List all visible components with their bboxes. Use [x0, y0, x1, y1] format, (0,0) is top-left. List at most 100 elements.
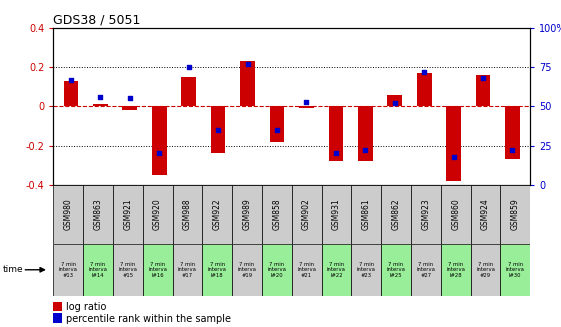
Point	[449, 154, 458, 159]
Bar	[152, 106, 167, 175]
Text: GSM858: GSM858	[272, 198, 281, 230]
Text: GSM924: GSM924	[481, 198, 490, 230]
Text: 7 min
interva
#15: 7 min interva #15	[118, 262, 137, 278]
Text: GSM860: GSM860	[451, 198, 460, 230]
Bar	[292, 244, 321, 296]
Bar	[240, 61, 255, 106]
Point	[508, 147, 517, 153]
Text: GSM989: GSM989	[242, 198, 251, 230]
Point	[479, 76, 488, 81]
Bar	[173, 185, 203, 244]
Bar	[181, 77, 196, 106]
Bar	[83, 185, 113, 244]
Text: GSM863: GSM863	[94, 198, 103, 230]
Point	[273, 127, 282, 132]
Bar	[505, 106, 520, 159]
Text: 7 min
interva
#29: 7 min interva #29	[476, 262, 495, 278]
Bar	[262, 185, 292, 244]
Point	[214, 127, 223, 132]
Bar	[63, 81, 79, 106]
Text: 7 min
interva
#19: 7 min interva #19	[237, 262, 256, 278]
Bar	[113, 185, 142, 244]
Bar	[381, 244, 411, 296]
Text: GSM902: GSM902	[302, 198, 311, 230]
Text: 7 min
interva
#13: 7 min interva #13	[59, 262, 77, 278]
Bar	[411, 185, 441, 244]
Text: GSM931: GSM931	[332, 198, 341, 230]
Bar	[53, 244, 83, 296]
Text: GSM862: GSM862	[392, 198, 401, 230]
Text: 7 min
interva
#21: 7 min interva #21	[297, 262, 316, 278]
Text: time: time	[3, 265, 24, 274]
Bar	[446, 106, 461, 181]
Text: 7 min
interva
#17: 7 min interva #17	[178, 262, 197, 278]
Text: GSM921: GSM921	[123, 198, 132, 230]
Bar	[232, 185, 262, 244]
Bar	[232, 244, 262, 296]
Point	[96, 94, 105, 99]
Bar	[381, 185, 411, 244]
Point	[390, 100, 399, 106]
Bar	[476, 75, 490, 106]
Bar	[270, 106, 284, 142]
Bar	[93, 104, 108, 106]
Bar	[329, 106, 343, 161]
Bar	[351, 244, 381, 296]
Bar	[211, 106, 226, 153]
Text: 7 min
interva
l#28: 7 min interva l#28	[446, 262, 465, 278]
Point	[66, 77, 75, 82]
Bar	[142, 185, 173, 244]
Bar	[142, 244, 173, 296]
Bar	[53, 185, 83, 244]
Bar	[113, 244, 142, 296]
Point	[184, 64, 193, 70]
Text: GSM922: GSM922	[213, 198, 222, 230]
Text: 7 min
interva
#27: 7 min interva #27	[416, 262, 435, 278]
Bar	[388, 95, 402, 106]
Text: 7 min
interva
l#30: 7 min interva l#30	[506, 262, 525, 278]
Text: percentile rank within the sample: percentile rank within the sample	[66, 314, 231, 324]
Text: 7 min
interva
l#20: 7 min interva l#20	[268, 262, 286, 278]
Bar	[203, 244, 232, 296]
Point	[243, 61, 252, 66]
Bar	[411, 244, 441, 296]
Bar	[500, 244, 530, 296]
Bar	[292, 185, 321, 244]
Text: GSM980: GSM980	[64, 198, 73, 230]
Bar	[441, 244, 471, 296]
Point	[125, 96, 134, 101]
Text: GSM859: GSM859	[511, 198, 519, 230]
Text: log ratio: log ratio	[66, 302, 106, 312]
Point	[155, 151, 164, 156]
Bar	[500, 185, 530, 244]
Text: 7 min
interva
l#22: 7 min interva l#22	[327, 262, 346, 278]
Bar	[321, 244, 351, 296]
Bar	[262, 244, 292, 296]
Text: 7 min
interva
l#16: 7 min interva l#16	[148, 262, 167, 278]
Bar	[471, 185, 500, 244]
Text: 7 min
interva
#23: 7 min interva #23	[357, 262, 376, 278]
Bar	[122, 106, 137, 110]
Bar	[441, 185, 471, 244]
Bar	[321, 185, 351, 244]
Point	[361, 147, 370, 153]
Point	[302, 99, 311, 104]
Bar	[83, 244, 113, 296]
Text: GSM861: GSM861	[362, 198, 371, 230]
Text: 7 min
interva
l#14: 7 min interva l#14	[89, 262, 108, 278]
Text: GSM920: GSM920	[153, 198, 162, 230]
Text: 7 min
interva
l#25: 7 min interva l#25	[387, 262, 406, 278]
Bar	[299, 106, 314, 108]
Bar	[471, 244, 500, 296]
Bar	[203, 185, 232, 244]
Bar	[173, 244, 203, 296]
Point	[420, 69, 429, 74]
Text: GSM988: GSM988	[183, 198, 192, 230]
Bar	[358, 106, 373, 161]
Bar	[351, 185, 381, 244]
Text: 7 min
interva
l#18: 7 min interva l#18	[208, 262, 227, 278]
Text: GDS38 / 5051: GDS38 / 5051	[53, 13, 141, 26]
Text: GSM923: GSM923	[421, 198, 430, 230]
Bar	[417, 73, 431, 106]
Point	[332, 151, 341, 156]
